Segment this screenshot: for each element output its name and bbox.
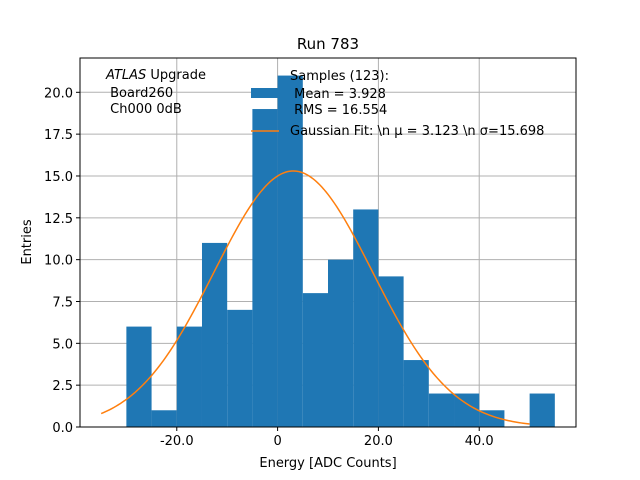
legend: Samples (123): Mean = 3.928 RMS = 16.554… bbox=[251, 69, 544, 139]
histogram-bar bbox=[403, 360, 429, 427]
x-tick-label: 40.0 bbox=[465, 434, 494, 449]
chart-title: Run 783 bbox=[297, 35, 359, 53]
histogram-bar bbox=[252, 109, 278, 427]
histogram-bar bbox=[277, 75, 303, 428]
y-tick-label: 20.0 bbox=[44, 86, 73, 101]
x-axis-ticks: -20.0 0 20.0 40.0 bbox=[160, 427, 494, 449]
legend-hist-label-3: RMS = 16.554 bbox=[290, 103, 387, 118]
legend-hist-patch bbox=[251, 88, 279, 98]
histogram-bar bbox=[227, 309, 253, 427]
histogram-bar bbox=[378, 276, 404, 427]
y-tick-label: 0.0 bbox=[52, 421, 73, 436]
plot-frame bbox=[79, 57, 577, 428]
y-axis-ticks: 0.0 2.5 5.0 7.5 10.0 12.5 15.0 17.5 20.0 bbox=[44, 86, 80, 436]
histogram-bars bbox=[126, 75, 555, 428]
annotation-line-2: Board260 bbox=[106, 86, 173, 101]
annotation-line-1: ATLAS Upgrade bbox=[105, 68, 206, 83]
histogram-bar bbox=[529, 393, 555, 427]
x-tick-label: 20.0 bbox=[364, 434, 393, 449]
x-tick-label: -20.0 bbox=[160, 434, 194, 449]
legend-hist-label-1: Samples (123): bbox=[290, 69, 389, 84]
y-tick-label: 5.0 bbox=[52, 337, 73, 352]
annotation-upgrade: Upgrade bbox=[146, 68, 206, 83]
y-tick-label: 10.0 bbox=[44, 254, 73, 269]
y-tick-label: 7.5 bbox=[52, 295, 73, 310]
histogram-bar bbox=[479, 410, 505, 427]
histogram-bar bbox=[428, 393, 455, 427]
y-tick-label: 17.5 bbox=[44, 128, 73, 143]
histogram-bar bbox=[151, 410, 177, 427]
annotation-line-3: Ch000 0dB bbox=[106, 102, 182, 117]
y-tick-label: 12.5 bbox=[44, 212, 73, 227]
annotation-block: ATLAS Upgrade Board260 Ch000 0dB bbox=[105, 68, 206, 117]
legend-fit-label: Gaussian Fit: \n μ = 3.123 \n σ=15.698 bbox=[290, 124, 544, 139]
legend-hist-label-2: Mean = 3.928 bbox=[290, 87, 386, 102]
x-tick-label: 0 bbox=[273, 434, 281, 449]
histogram-bar bbox=[302, 293, 328, 427]
histogram-bar bbox=[328, 259, 354, 427]
histogram-bar bbox=[126, 326, 152, 427]
x-axis-label: Energy [ADC Counts] bbox=[259, 456, 396, 471]
histogram-bar bbox=[353, 209, 379, 427]
histogram-bar bbox=[201, 242, 228, 427]
histogram-bar bbox=[454, 393, 480, 427]
y-tick-label: 15.0 bbox=[44, 170, 73, 185]
y-tick-label: 2.5 bbox=[52, 379, 73, 394]
annotation-italic: ATLAS bbox=[105, 68, 146, 83]
histogram-bar bbox=[176, 326, 202, 427]
y-axis-label: Entries bbox=[20, 219, 35, 265]
gaussian-fit-curve bbox=[100, 170, 530, 425]
